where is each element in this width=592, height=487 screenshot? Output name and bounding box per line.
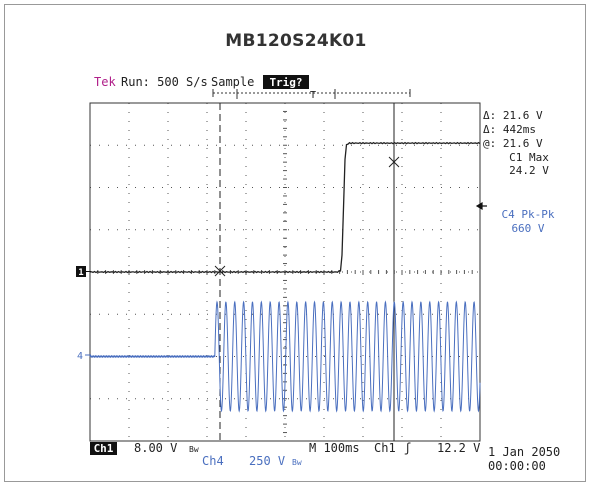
c4-pkpk-label: C4 Pk-Pk [502,208,555,221]
date: 1 Jan 2050 [488,445,560,459]
delta-voltage: Δ: 21.6 V [483,109,543,122]
time: 00:00:00 [488,459,546,473]
cursor-1-marker [214,265,226,277]
ch1-scale: 8.00 V [134,441,177,455]
svg-text:4: 4 [77,351,83,362]
ch4-scale: 250 V [249,454,285,468]
ch1-bw-symbol: Βw [189,445,199,454]
ch4-bw-symbol: Βw [292,458,302,467]
svg-text:1: 1 [78,268,83,278]
ch1-ground-marker: 1 [76,266,91,278]
trigger-slope-icon: ʃ [404,441,411,455]
trig-status: Trig? [269,76,302,89]
ch4-ground-marker: 4 [77,351,91,362]
c1-max-label: C1 Max [509,151,549,164]
trigger-level-arrow [475,201,487,211]
figure-title: MB120S24K01 [225,31,367,51]
trig-status-box [263,75,309,89]
ch1-trace [89,141,481,274]
ch1-label: Ch1 [94,442,114,455]
cursor-at-voltage: @: 21.6 V [483,137,543,150]
timebase: M 100ms [309,441,360,455]
cursor-2-marker [388,156,400,168]
ch4-label: Ch4 [202,454,224,468]
run-status: Run: 500 S/s [121,75,208,89]
ch1-label-box [90,442,117,455]
ch4-trace [89,300,481,413]
c4-pkpk-value: 660 V [511,222,544,235]
acquisition-mode: Sample [211,75,254,89]
delta-time: Δ: 442ms [483,123,536,136]
tek-logo: Tek [94,75,116,89]
trigger-level: 12.2 V [437,441,480,455]
record-position-bar: T [212,89,411,101]
trigger-position-t: T [310,90,316,101]
c1-max-value: 24.2 V [509,164,549,177]
trigger-source: Ch1 [374,441,396,455]
